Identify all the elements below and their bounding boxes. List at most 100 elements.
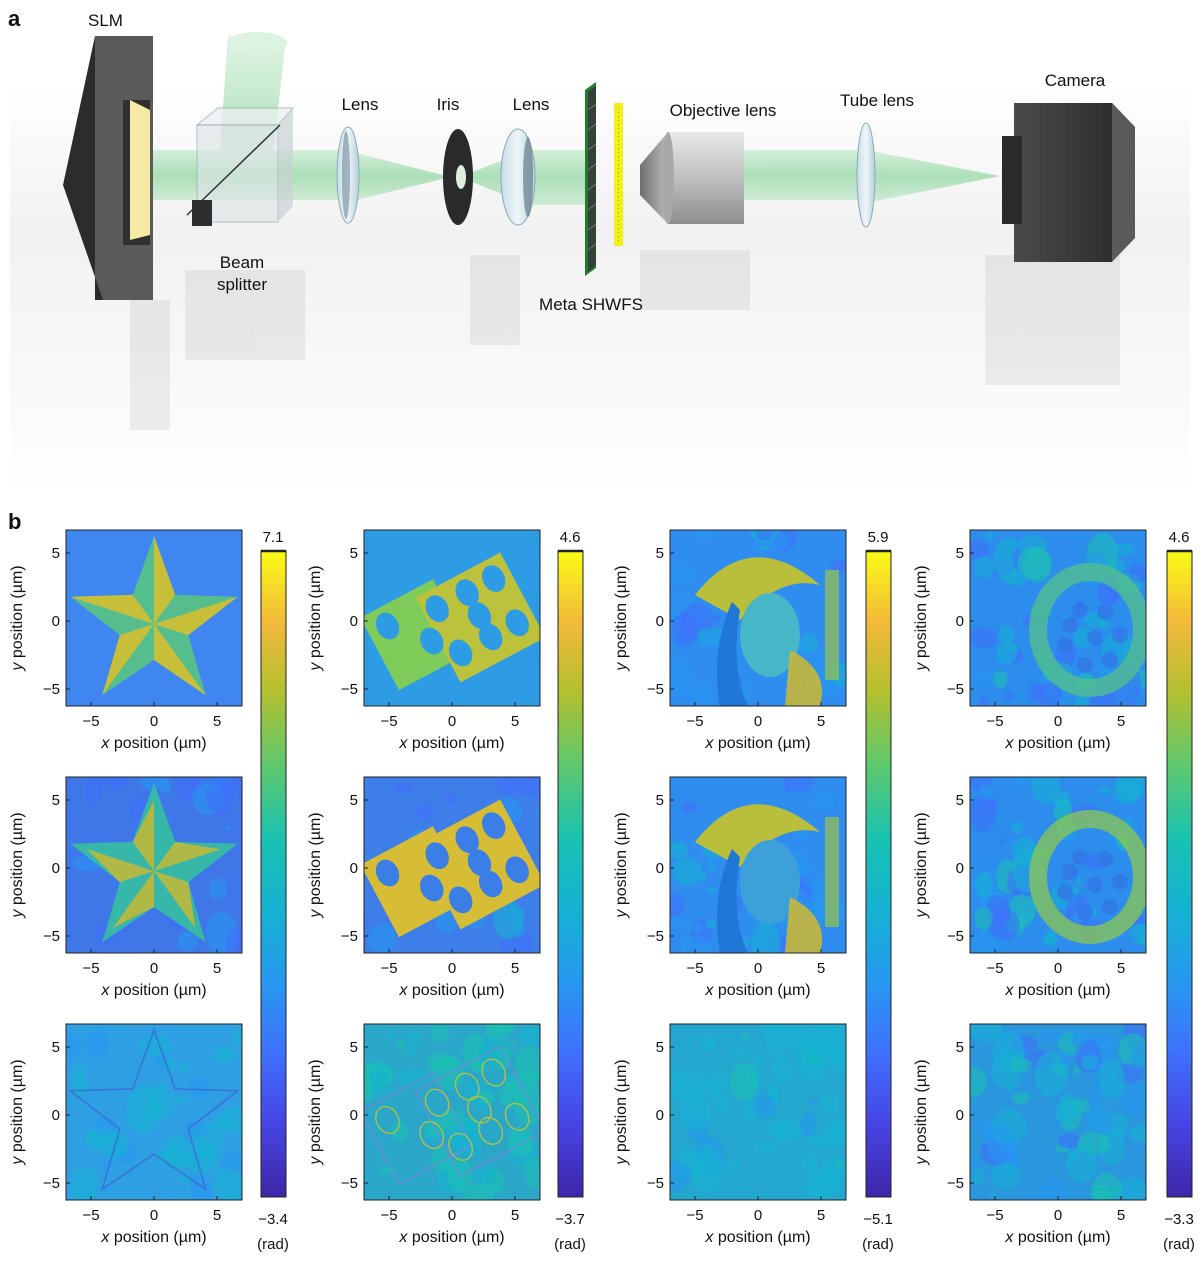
lens-1 xyxy=(336,126,360,224)
phase-map-tissue-row-3: −5 0 550−5x position (µm)y position (µm) xyxy=(913,1023,1147,1246)
y-tick-label: 5 xyxy=(52,545,60,562)
phase-map-star-row-3: −5 0 550−5x position (µm)y position (µm) xyxy=(9,1023,243,1246)
x-tick-label: −5 xyxy=(686,713,703,730)
x-tick-label: 0 xyxy=(150,960,158,977)
phase-map-tissue-row-2: −5 0 550−5x position (µm)y position (µm) xyxy=(913,776,1147,999)
y-tick-label: 0 xyxy=(656,613,664,630)
x-tick-label: 0 xyxy=(754,960,762,977)
beam-splitter xyxy=(186,107,295,226)
x-tick-label: −5 xyxy=(380,1207,397,1224)
meta-shwfs xyxy=(585,82,623,276)
phase-image xyxy=(364,777,540,953)
phase-map-star-row-2: −5 0 550−5x position (µm)y position (µm) xyxy=(9,776,243,999)
phase-column-portrait: −5 0 550−5x position (µm)y position (µm)−5… xyxy=(613,529,847,1246)
phase-map-portrait-row-3: −5 0 550−5x position (µm)y position (µm) xyxy=(613,1023,847,1246)
x-tick-label: 5 xyxy=(1117,713,1125,730)
x-tick-label: 0 xyxy=(754,1207,762,1224)
y-tick-label: 0 xyxy=(52,860,60,877)
y-tick-label: 5 xyxy=(350,1039,358,1056)
colorbar-portrait: 5.9 −5.1 (rad) xyxy=(862,529,894,1253)
x-axis-label: x position (µm) xyxy=(398,735,504,752)
colorbar-max-label: 4.6 xyxy=(1169,529,1190,546)
x-tick-label: 0 xyxy=(1054,960,1062,977)
x-tick-label: 5 xyxy=(213,713,221,730)
x-tick-label: 5 xyxy=(817,960,825,977)
colorbar-gradient xyxy=(557,550,584,1198)
y-tick-label: 0 xyxy=(656,1107,664,1124)
panel-b-letter: b xyxy=(8,509,21,534)
x-axis-label: x position (µm) xyxy=(100,735,206,752)
y-axis-label: y position (µm) xyxy=(913,565,930,671)
phase-map-dice-row-2: −5 0 550−5x position (µm)y position (µm) xyxy=(307,776,541,999)
y-tick-label: −5 xyxy=(647,928,664,945)
phase-image xyxy=(670,1024,846,1200)
phase-map-grid: −5 0 550−5x position (µm)y position (µm)−5… xyxy=(9,529,1195,1253)
y-tick-label: 0 xyxy=(956,1107,964,1124)
y-axis-label: y position (µm) xyxy=(9,565,26,671)
x-tick-label: 5 xyxy=(511,960,519,977)
x-tick-label: −5 xyxy=(82,1207,99,1224)
y-tick-label: −5 xyxy=(647,681,664,698)
x-tick-label: −5 xyxy=(82,960,99,977)
phase-map-star-row-1: −5 0 550−5x position (µm)y position (µm) xyxy=(9,529,243,752)
y-tick-label: −5 xyxy=(43,681,60,698)
y-axis-label: y position (µm) xyxy=(307,565,324,671)
x-tick-label: −5 xyxy=(686,960,703,977)
y-tick-label: 0 xyxy=(956,860,964,877)
colorbar-min-label: −3.7 xyxy=(555,1211,585,1228)
y-tick-label: −5 xyxy=(947,928,964,945)
label-beam: Beam xyxy=(220,253,264,272)
y-tick-label: 5 xyxy=(656,792,664,809)
x-axis-label: x position (µm) xyxy=(1004,982,1110,999)
y-tick-label: −5 xyxy=(647,1175,664,1192)
phase-image xyxy=(364,530,540,706)
x-tick-label: 5 xyxy=(1117,960,1125,977)
x-tick-label: 5 xyxy=(1117,1207,1125,1224)
y-tick-label: 5 xyxy=(350,545,358,562)
x-axis-label: x position (µm) xyxy=(100,982,206,999)
colorbar-max-label: 4.6 xyxy=(560,529,581,546)
objective-lens xyxy=(640,132,744,224)
colorbar-star: 7.1 −3.4 (rad) xyxy=(257,529,289,1253)
x-tick-label: 5 xyxy=(213,960,221,977)
colorbar-unit-label: (rad) xyxy=(554,1236,586,1253)
y-tick-label: −5 xyxy=(341,1175,358,1192)
x-tick-label: 5 xyxy=(511,1207,519,1224)
phase-column-star: −5 0 550−5x position (µm)y position (µm)−5… xyxy=(9,529,243,1246)
colorbar-max-label: 5.9 xyxy=(868,529,889,546)
colorbar-dice: 4.6 −3.7 (rad) xyxy=(554,529,586,1253)
phase-image xyxy=(670,777,846,953)
y-axis-label: y position (µm) xyxy=(9,812,26,918)
x-tick-label: 0 xyxy=(1054,713,1062,730)
y-axis-label: y position (µm) xyxy=(613,812,630,918)
x-tick-label: −5 xyxy=(986,713,1003,730)
phase-image xyxy=(66,530,242,706)
x-tick-label: −5 xyxy=(686,1207,703,1224)
colorbar-unit-label: (rad) xyxy=(862,1236,894,1253)
y-tick-label: 0 xyxy=(656,860,664,877)
y-tick-label: 5 xyxy=(52,792,60,809)
slm xyxy=(63,36,153,300)
y-tick-label: 5 xyxy=(656,545,664,562)
y-axis-label: y position (µm) xyxy=(307,812,324,918)
panel-a-letter: a xyxy=(8,6,21,31)
phase-map-dice-row-1: −5 0 550−5x position (µm)y position (µm) xyxy=(307,529,541,752)
phase-map-portrait-row-1: −5 0 550−5x position (µm)y position (µm) xyxy=(613,529,847,752)
y-tick-label: 5 xyxy=(656,1039,664,1056)
y-tick-label: 5 xyxy=(350,792,358,809)
y-axis-label: y position (µm) xyxy=(9,1059,26,1165)
y-tick-label: −5 xyxy=(341,681,358,698)
colorbar-unit-label: (rad) xyxy=(1163,1236,1195,1253)
tube-lens xyxy=(856,122,876,228)
x-tick-label: −5 xyxy=(380,960,397,977)
x-tick-label: 0 xyxy=(754,713,762,730)
colorbar-gradient xyxy=(1166,550,1193,1198)
optical-setup-schematic: a SLM Beam splitter Lens Iris Lens Meta … xyxy=(8,6,1190,495)
label-meta-shwfs: Meta SHWFS xyxy=(539,295,643,314)
phase-image xyxy=(970,1024,1146,1200)
phase-column-tissue: −5 0 550−5x position (µm)y position (µm)−5… xyxy=(913,529,1147,1246)
x-tick-label: −5 xyxy=(82,713,99,730)
x-axis-label: x position (µm) xyxy=(398,1229,504,1246)
floor-reflections xyxy=(130,250,1120,430)
